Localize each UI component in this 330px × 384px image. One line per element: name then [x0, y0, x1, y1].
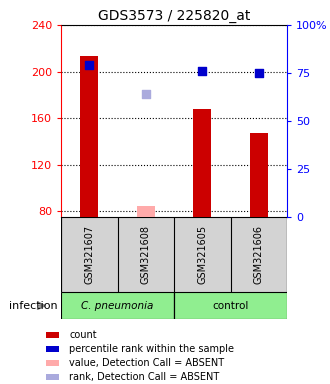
Text: count: count	[69, 329, 97, 340]
Text: GSM321605: GSM321605	[197, 225, 207, 284]
Text: control: control	[213, 301, 249, 311]
Text: rank, Detection Call = ABSENT: rank, Detection Call = ABSENT	[69, 372, 219, 382]
Bar	[46, 332, 59, 338]
Point	[256, 70, 261, 76]
Point	[87, 62, 92, 68]
Bar	[250, 133, 268, 217]
Text: GSM321607: GSM321607	[84, 225, 94, 284]
Text: percentile rank within the sample: percentile rank within the sample	[69, 344, 234, 354]
Bar	[193, 109, 212, 217]
Bar	[137, 207, 155, 217]
Point	[143, 91, 148, 97]
Text: infection: infection	[9, 301, 58, 311]
Bar	[174, 292, 287, 319]
Bar	[46, 360, 59, 366]
Text: GSM321608: GSM321608	[141, 225, 151, 284]
Bar	[61, 292, 174, 319]
Bar	[46, 374, 59, 380]
Text: C. pneumonia: C. pneumonia	[82, 301, 154, 311]
Bar	[46, 346, 59, 352]
Text: value, Detection Call = ABSENT: value, Detection Call = ABSENT	[69, 358, 224, 368]
Point	[200, 68, 205, 74]
Bar	[80, 56, 98, 217]
Title: GDS3573 / 225820_at: GDS3573 / 225820_at	[98, 8, 250, 23]
Text: GSM321606: GSM321606	[254, 225, 264, 284]
